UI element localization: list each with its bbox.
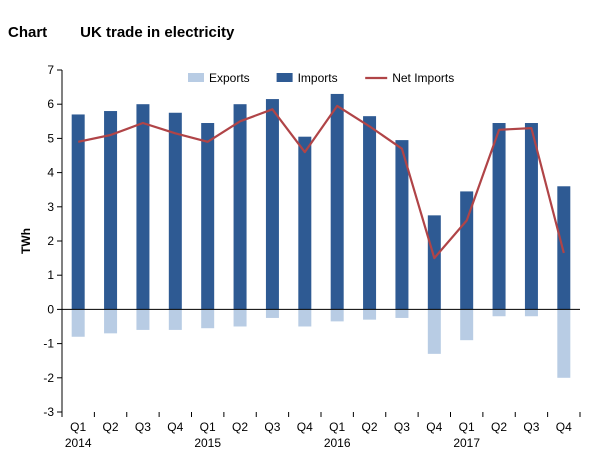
- y-axis-label: TWh: [19, 228, 33, 254]
- chart-header: Chart UK trade in electricity: [8, 24, 234, 41]
- year-label: 2014: [65, 436, 92, 450]
- x-tick-label: Q4: [297, 420, 313, 434]
- exports-bar: [233, 309, 247, 327]
- exports-bar: [265, 309, 279, 318]
- exports-bar: [557, 309, 571, 378]
- y-tick-label: -3: [43, 405, 54, 419]
- imports-bar: [427, 215, 441, 310]
- imports-bar: [136, 104, 150, 310]
- x-tick-label: Q2: [103, 420, 119, 434]
- x-tick-label: Q2: [362, 420, 378, 434]
- imports-bar: [104, 111, 118, 310]
- chart-label: Chart: [8, 24, 48, 41]
- imports-bar: [363, 116, 377, 310]
- x-tick-label: Q1: [459, 420, 475, 434]
- y-tick-label: 5: [47, 131, 54, 145]
- imports-bar: [265, 99, 279, 310]
- x-tick-label: Q1: [200, 420, 216, 434]
- exports-bar: [168, 309, 182, 330]
- imports-bar: [492, 123, 506, 310]
- x-tick-label: Q3: [264, 420, 280, 434]
- y-tick-label: 1: [47, 268, 54, 282]
- exports-bar: [395, 309, 409, 318]
- exports-bar: [427, 309, 441, 354]
- x-tick-label: Q4: [167, 420, 183, 434]
- imports-bar: [460, 191, 474, 310]
- y-tick-label: -1: [43, 337, 54, 351]
- legend-label: Imports: [298, 71, 338, 85]
- x-tick-label: Q2: [232, 420, 248, 434]
- exports-bar: [71, 309, 85, 337]
- imports-bar: [201, 123, 215, 310]
- imports-bar: [233, 104, 247, 310]
- imports-bar: [557, 186, 571, 310]
- x-tick-label: Q4: [426, 420, 442, 434]
- exports-bar: [363, 309, 377, 320]
- exports-bar: [492, 309, 506, 317]
- legend-swatch: [188, 73, 204, 82]
- y-tick-label: 7: [47, 63, 54, 77]
- x-tick-label: Q3: [523, 420, 539, 434]
- imports-bar: [524, 123, 538, 310]
- x-tick-label: Q3: [135, 420, 151, 434]
- y-tick-label: 2: [47, 234, 54, 248]
- legend-label: Exports: [209, 71, 250, 85]
- x-tick-label: Q2: [491, 420, 507, 434]
- legend-swatch: [276, 73, 293, 82]
- exports-bar: [524, 309, 538, 317]
- x-tick-label: Q3: [394, 420, 410, 434]
- y-tick-label: 6: [47, 97, 54, 111]
- y-tick-label: 0: [47, 302, 54, 316]
- x-tick-label: Q1: [329, 420, 345, 434]
- y-tick-label: 3: [47, 200, 54, 214]
- legend-label: Net Imports: [392, 71, 454, 85]
- year-label: 2015: [194, 436, 221, 450]
- exports-bar: [201, 309, 215, 329]
- exports-bar: [136, 309, 150, 330]
- y-tick-label: -2: [43, 371, 54, 385]
- exports-bar: [104, 309, 118, 334]
- imports-bar: [298, 136, 312, 310]
- y-tick-label: 4: [47, 166, 54, 180]
- year-label: 2016: [324, 436, 351, 450]
- x-tick-label: Q4: [556, 420, 572, 434]
- year-label: 2017: [453, 436, 480, 450]
- chart-title: UK trade in electricity: [80, 24, 235, 41]
- net-imports-line: [77, 104, 565, 260]
- exports-bar: [460, 309, 474, 341]
- imports-bar: [395, 140, 409, 310]
- imports-bar: [168, 112, 182, 310]
- exports-bar: [298, 309, 312, 327]
- exports-bar: [330, 309, 344, 322]
- imports-bar: [330, 93, 344, 310]
- x-tick-label: Q1: [70, 420, 86, 434]
- imports-bar: [71, 114, 85, 310]
